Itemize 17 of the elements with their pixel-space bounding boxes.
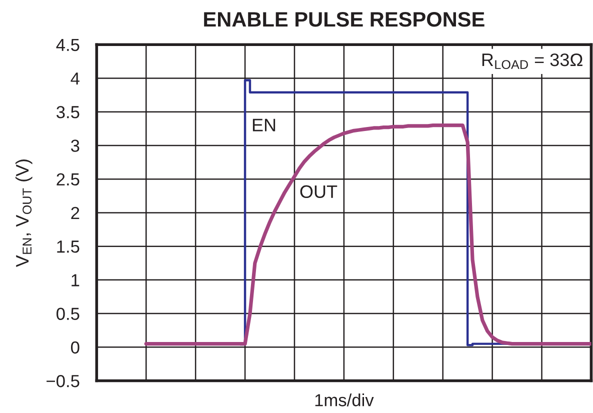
x-axis-title: 1ms/div <box>315 394 374 406</box>
series-label: EN <box>252 118 276 132</box>
annotation: R$_{LOAD}$ = 33Ω <box>482 53 582 70</box>
y-tick-label: 1.5 <box>57 240 80 253</box>
y-tick-label: 1 <box>72 274 80 286</box>
y-tick-label: 2.5 <box>56 173 80 186</box>
y-axis-title: V$_{EN}$, V$_{OUT}$ (V) <box>15 160 32 268</box>
y-tick-label: 0 <box>71 341 80 354</box>
y-tick-label: 0.5 <box>56 308 80 320</box>
y-tick-label: 2 <box>71 206 80 219</box>
y-tick-label: −0.5 <box>46 374 80 388</box>
y-tick-label: 4 <box>70 72 80 85</box>
series-label: OUT <box>300 185 338 198</box>
y-tick-label: 4.5 <box>56 38 80 52</box>
y-tick-label: 3.5 <box>56 106 80 118</box>
chart-title: ENABLE PULSE RESPONSE <box>204 12 484 27</box>
y-tick-label: 3 <box>71 140 80 152</box>
